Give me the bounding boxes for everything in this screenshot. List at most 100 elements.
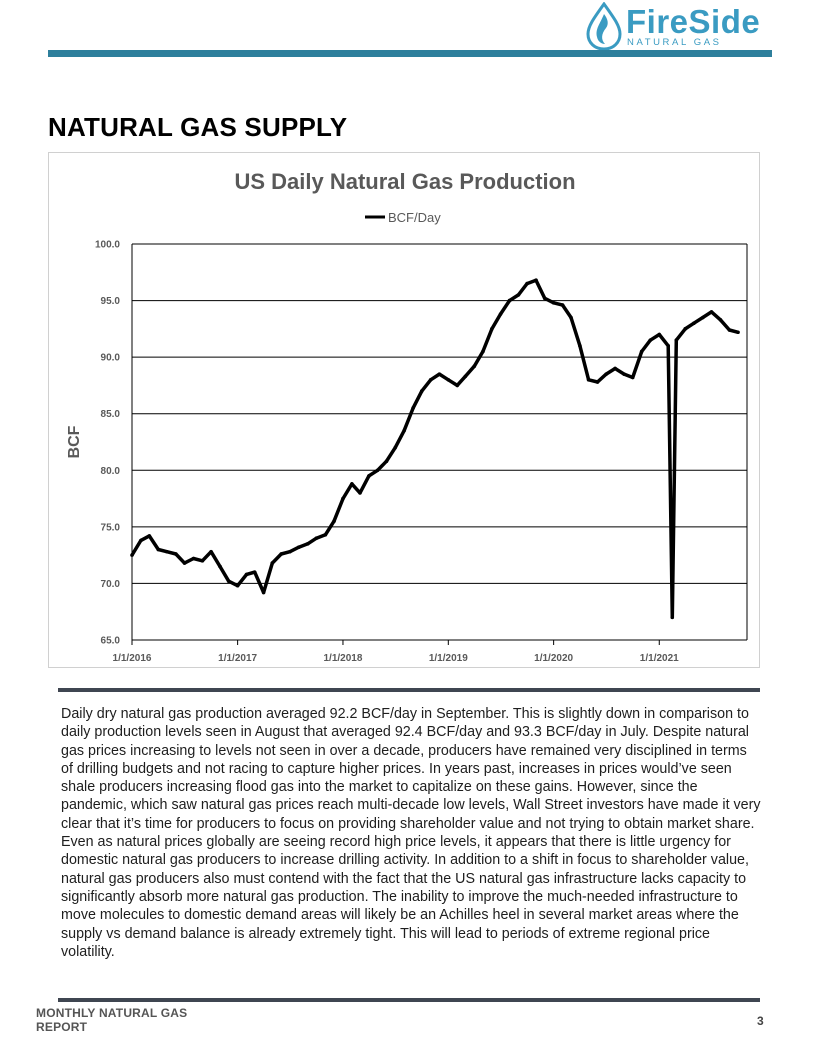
series-line-bcf-day	[130, 278, 739, 620]
data-point	[674, 338, 679, 342]
data-point	[534, 278, 538, 283]
x-tick-label: 1/1/2019	[429, 653, 468, 664]
chart-title: US Daily Natural Gas Production	[234, 169, 575, 194]
data-point	[507, 298, 512, 303]
data-point	[165, 549, 169, 554]
data-point	[516, 293, 521, 297]
data-point	[358, 491, 362, 495]
brand-name: FireSide	[626, 4, 760, 40]
x-tick-label: 1/1/2021	[640, 653, 679, 664]
data-point	[411, 406, 415, 410]
legend-label: BCF/Day	[388, 210, 441, 225]
data-point	[718, 318, 723, 322]
brand-name-part1: Fire	[626, 3, 689, 40]
production-chart: US Daily Natural Gas Production BCF/Day 65…	[48, 152, 760, 668]
data-point	[156, 547, 161, 552]
data-point	[472, 364, 477, 368]
data-point	[736, 330, 740, 335]
data-point	[437, 372, 442, 376]
data-point	[279, 552, 284, 556]
data-point	[305, 542, 310, 546]
data-point	[692, 321, 696, 325]
page-title: NATURAL GAS SUPPLY	[48, 112, 348, 142]
x-tick-label: 1/1/2020	[534, 653, 573, 664]
data-point	[498, 312, 503, 316]
data-point	[670, 615, 675, 620]
data-point	[551, 301, 556, 305]
y-tick-label: 95.0	[101, 296, 121, 307]
commentary-box: Daily dry natural gas production average…	[58, 688, 761, 1002]
y-tick-label: 80.0	[101, 466, 121, 477]
y-tick-label: 85.0	[101, 409, 121, 420]
data-point	[332, 519, 336, 523]
chart-svg: US Daily Natural Gas Production BCF/Day 65…	[66, 169, 748, 664]
flame-drop-icon	[586, 2, 622, 50]
data-point	[701, 315, 705, 320]
data-point	[578, 344, 582, 348]
data-point	[595, 380, 600, 384]
data-point	[209, 549, 213, 554]
footer-report-label: MONTHLY NATURAL GAS REPORT	[36, 1006, 188, 1034]
data-point	[727, 328, 732, 332]
data-point	[297, 545, 301, 550]
data-point	[630, 375, 635, 380]
data-point	[130, 553, 134, 557]
data-point	[226, 579, 231, 583]
data-point	[648, 338, 653, 342]
data-point	[314, 536, 319, 540]
y-tick-label: 100.0	[95, 240, 120, 251]
data-point	[525, 281, 529, 286]
data-point	[191, 556, 196, 561]
data-point	[252, 570, 257, 574]
y-tick-label: 65.0	[101, 636, 121, 647]
data-point	[657, 332, 662, 337]
data-point	[683, 327, 688, 331]
data-point	[586, 377, 591, 382]
data-point	[639, 349, 644, 354]
y-axis-label: BCF	[66, 425, 83, 458]
page-number: 3	[757, 1014, 764, 1028]
data-point	[261, 590, 266, 595]
data-point	[622, 372, 626, 376]
data-point	[288, 549, 292, 554]
commentary-text: Daily dry natural gas production average…	[61, 706, 761, 960]
data-point	[182, 561, 187, 565]
data-point	[613, 366, 617, 371]
x-tick-label: 1/1/2018	[323, 653, 362, 664]
data-point	[393, 445, 398, 450]
data-point	[490, 327, 494, 331]
data-point	[218, 564, 222, 569]
data-point	[341, 496, 345, 501]
data-point	[709, 310, 714, 314]
data-point	[147, 534, 152, 538]
data-point	[235, 583, 240, 588]
data-point	[604, 372, 608, 376]
data-point	[200, 559, 205, 563]
data-point	[350, 482, 354, 486]
data-point	[270, 561, 275, 565]
data-point	[244, 572, 249, 577]
data-point	[666, 344, 671, 348]
brand-tagline: NATURAL GAS	[627, 37, 722, 48]
data-point	[569, 315, 573, 320]
brand-name-part2: Side	[688, 3, 761, 40]
data-point	[139, 538, 143, 543]
data-point	[402, 428, 406, 433]
y-tick-label: 70.0	[101, 579, 121, 590]
x-tick-label: 1/1/2017	[218, 653, 257, 664]
data-point	[481, 349, 485, 354]
data-point	[384, 459, 389, 464]
data-point	[367, 474, 371, 478]
data-point	[419, 389, 424, 393]
data-point	[174, 552, 178, 556]
data-point	[542, 296, 547, 301]
y-tick-label: 75.0	[101, 522, 121, 533]
y-tick-label: 90.0	[101, 353, 121, 364]
header-rule	[48, 50, 772, 57]
data-point	[375, 468, 380, 473]
x-tick-label: 1/1/2016	[113, 653, 152, 664]
data-point	[323, 532, 328, 537]
data-point	[428, 377, 433, 382]
data-point	[455, 383, 460, 388]
data-point	[560, 303, 565, 307]
